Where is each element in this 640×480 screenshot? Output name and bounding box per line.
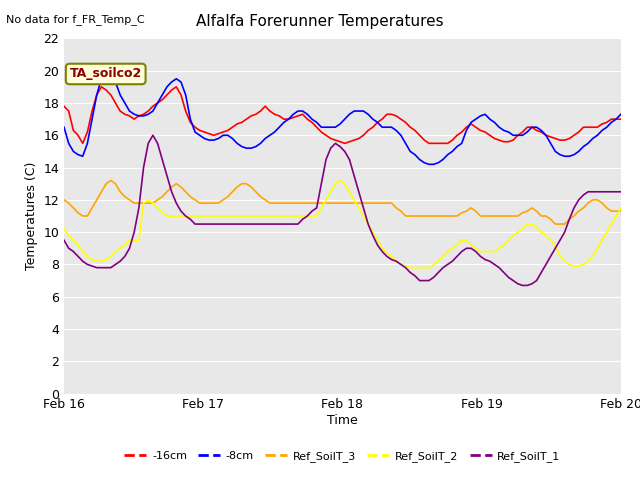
Text: Alfalfa Forerunner Temperatures: Alfalfa Forerunner Temperatures — [196, 14, 444, 29]
Y-axis label: Temperatures (C): Temperatures (C) — [25, 162, 38, 270]
Text: No data for f_FR_Temp_C: No data for f_FR_Temp_C — [6, 14, 145, 25]
X-axis label: Time: Time — [327, 414, 358, 427]
Legend: -16cm, -8cm, Ref_SoilT_3, Ref_SoilT_2, Ref_SoilT_1: -16cm, -8cm, Ref_SoilT_3, Ref_SoilT_2, R… — [120, 446, 565, 466]
Text: TA_soilco2: TA_soilco2 — [70, 68, 142, 81]
